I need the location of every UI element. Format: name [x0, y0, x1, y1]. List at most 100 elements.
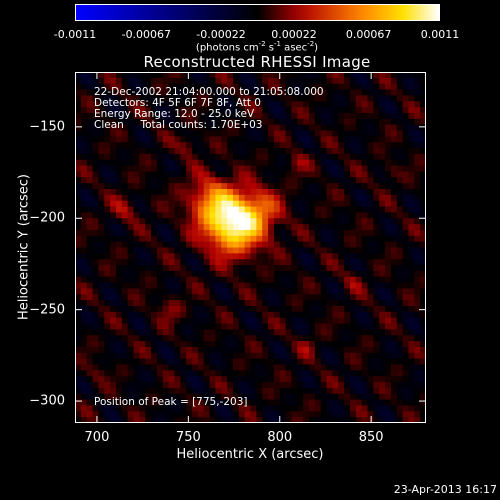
- heatmap-cell: [279, 393, 287, 401]
- heatmap-cell: [244, 247, 252, 254]
- heatmap-cell: [379, 417, 386, 423]
- heatmap-cell: [180, 358, 187, 366]
- heatmap-cell: [80, 165, 88, 173]
- heatmap-cell: [80, 253, 88, 260]
- heatmap-cell: [320, 118, 328, 126]
- heatmap-cell: [256, 311, 263, 319]
- heatmap-cell: [227, 118, 234, 126]
- heatmap-cell: [373, 241, 380, 249]
- heatmap-cell: [127, 323, 135, 330]
- heatmap-cell: [86, 253, 94, 260]
- heatmap-cell: [227, 224, 234, 231]
- heatmap-cell: [115, 200, 123, 208]
- heatmap-cell: [186, 130, 193, 137]
- heatmap-cell: [420, 259, 426, 266]
- heatmap-cell: [344, 323, 351, 330]
- heatmap-cell: [268, 393, 275, 401]
- heatmap-cell: [279, 95, 287, 102]
- heatmap-cell: [221, 288, 228, 295]
- heatmap-cell: [402, 72, 410, 79]
- heatmap-cell: [104, 399, 111, 407]
- heatmap-cell: [420, 417, 426, 423]
- heatmap-cell: [238, 306, 246, 313]
- heatmap-cell: [320, 294, 328, 301]
- heatmap-cell: [285, 405, 293, 412]
- heatmap-cell: [192, 189, 199, 196]
- heatmap-cell: [244, 259, 252, 266]
- heatmap-cell: [151, 189, 158, 196]
- heatmap-cell: [92, 317, 99, 325]
- heatmap-cell: [133, 399, 140, 407]
- heatmap-cell: [203, 306, 211, 313]
- heatmap-cell: [133, 317, 140, 325]
- heatmap-cell: [291, 335, 298, 342]
- heatmap-cell: [314, 72, 322, 79]
- heatmap-cell: [309, 341, 316, 348]
- heatmap-cell: [420, 317, 426, 325]
- energy-range-annotation: Energy Range: 12.0 - 25.0 keV: [94, 108, 255, 120]
- heatmap-cell: [250, 346, 257, 354]
- heatmap-cell: [420, 370, 426, 377]
- heatmap-cell: [355, 282, 363, 290]
- heatmap-cell: [133, 417, 140, 423]
- heatmap-cell: [104, 124, 111, 132]
- heatmap-cell: [180, 370, 187, 377]
- heatmap-cell: [291, 95, 298, 102]
- heatmap-cell: [174, 95, 181, 102]
- heatmap-cell: [332, 276, 339, 284]
- heatmap-cell: [262, 253, 269, 260]
- heatmap-cell: [75, 218, 82, 225]
- heatmap-cell: [168, 382, 176, 389]
- heatmap-cell: [256, 177, 263, 184]
- heatmap-cell: [127, 83, 135, 91]
- heatmap-cell: [285, 352, 293, 360]
- heatmap-cell: [139, 370, 146, 377]
- heatmap-cell: [385, 253, 392, 260]
- heatmap-cell: [320, 311, 328, 319]
- heatmap-cell: [367, 136, 374, 143]
- heatmap-cell: [268, 288, 275, 295]
- heatmap-cell: [180, 136, 187, 143]
- heatmap-cell: [244, 165, 252, 173]
- heatmap-cell: [390, 83, 398, 91]
- heatmap-cell: [197, 358, 205, 366]
- heatmap-cell: [98, 411, 105, 418]
- heatmap-cell: [344, 83, 351, 91]
- heatmap-cell: [192, 107, 199, 114]
- heatmap-cell: [168, 130, 176, 137]
- heatmap-cell: [145, 165, 152, 173]
- heatmap-cell: [256, 323, 263, 330]
- heatmap-cell: [250, 183, 257, 190]
- heatmap-cell: [256, 77, 263, 85]
- heatmap-cell: [127, 200, 135, 208]
- heatmap-cell: [203, 247, 211, 254]
- heatmap-cell: [379, 89, 386, 96]
- heatmap-cell: [115, 294, 123, 301]
- heatmap-cell: [104, 77, 111, 85]
- heatmap-cell: [314, 393, 322, 401]
- heatmap-cell: [110, 189, 117, 196]
- heatmap-cell: [414, 317, 421, 325]
- heatmap-cell: [232, 405, 240, 412]
- heatmap-cell: [232, 95, 240, 102]
- heatmap-cell: [279, 83, 287, 91]
- heatmap-cell: [192, 194, 199, 202]
- heatmap-cell: [92, 200, 99, 208]
- heatmap-cell: [273, 171, 281, 178]
- heatmap-cell: [115, 136, 123, 143]
- heatmap-cell: [92, 101, 99, 108]
- heatmap-cell: [332, 206, 339, 213]
- heatmap-cell: [197, 130, 205, 137]
- heatmap-cell: [250, 165, 257, 173]
- colorbar-tick-label: 0.00067: [345, 28, 392, 41]
- heatmap-cell: [309, 229, 316, 237]
- heatmap-cell: [385, 83, 392, 91]
- heatmap-cell: [174, 317, 181, 325]
- heatmap-cell: [121, 77, 129, 85]
- heatmap-cell: [92, 206, 99, 213]
- heatmap-cell: [256, 165, 263, 173]
- heatmap-cell: [127, 253, 135, 260]
- heatmap-cell: [192, 399, 199, 407]
- heatmap-cell: [355, 276, 363, 284]
- heatmap-cell: [367, 177, 374, 184]
